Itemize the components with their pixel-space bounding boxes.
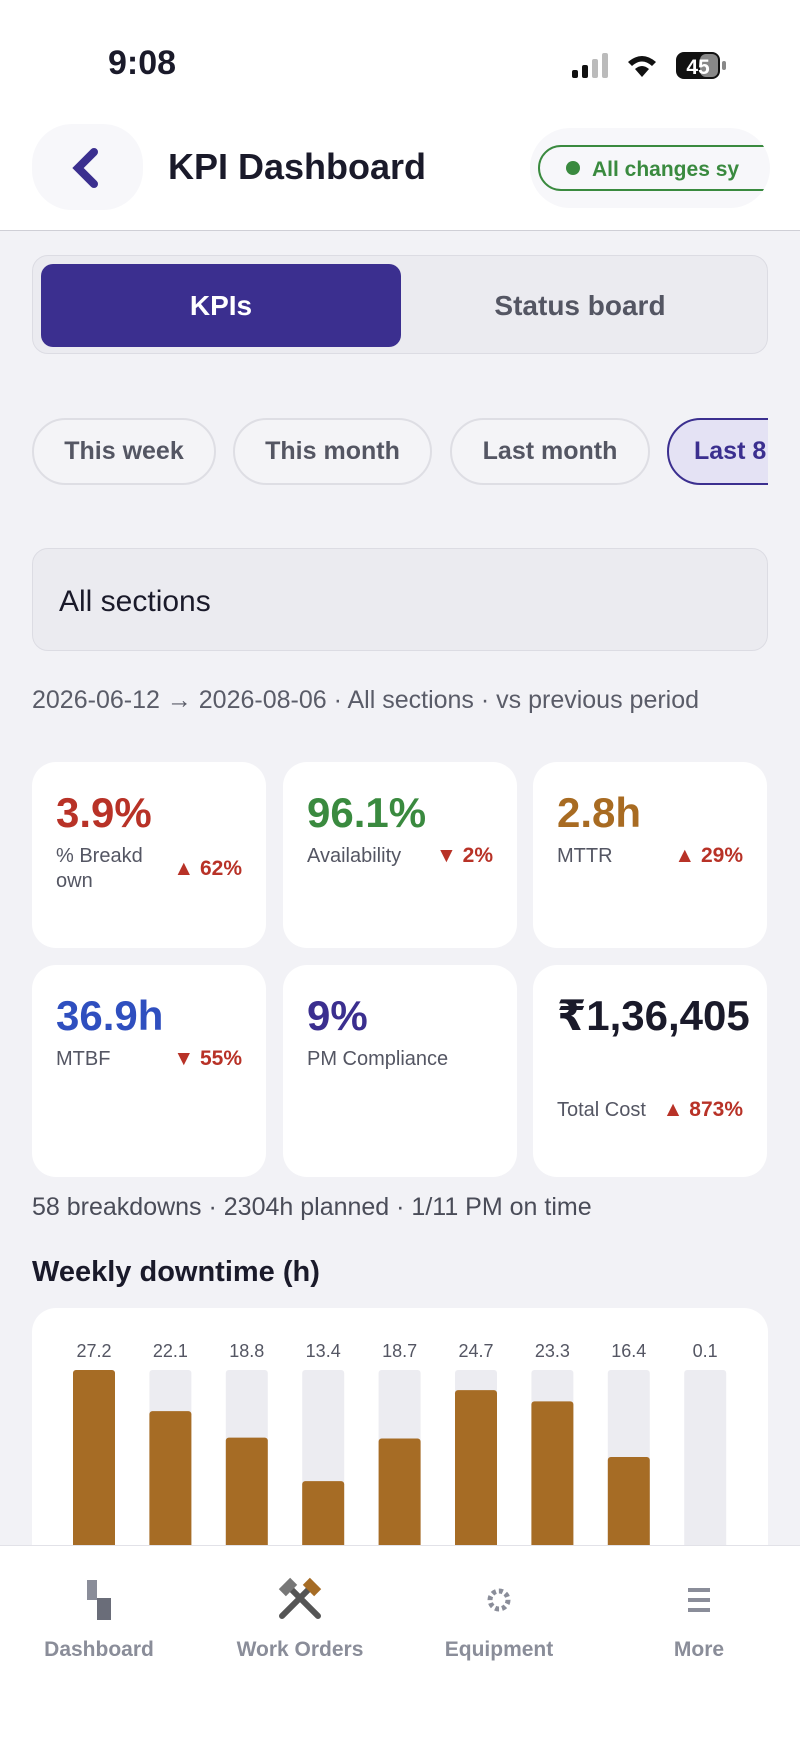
sync-wrap: All changes sy	[530, 128, 770, 208]
bar	[302, 1481, 345, 1545]
kpi-label: Total Cost	[557, 1099, 646, 1121]
nav-item[interactable]: More	[673, 1638, 725, 1661]
chip-active[interactable]: Last 8	[667, 418, 768, 485]
kpi-value: 2.8h	[557, 789, 642, 836]
chip[interactable]: Last month	[450, 418, 650, 485]
kpi-value: ₹1,36,405	[557, 992, 750, 1039]
kpi-value: 36.9h	[56, 992, 164, 1039]
kpi-value: 9%	[307, 992, 368, 1039]
header: 9:08 45 KPI Dashboard All changes sy	[0, 0, 800, 231]
section-select[interactable]: All sections	[32, 548, 768, 651]
kpi-card: 36.9h MTBF ▼ 55%	[32, 965, 266, 1177]
value-label: 22.1	[153, 1341, 188, 1361]
kpi-label: PM Compliance	[307, 1048, 449, 1070]
tab-status[interactable]: Status board	[494, 290, 666, 321]
kpi-value: 3.9%	[56, 789, 152, 836]
kpi-label: MTBF	[56, 1048, 111, 1070]
kpi-label: Availability	[307, 845, 402, 867]
nav-icons	[87, 1577, 710, 1620]
chart-title: Weekly downtime (h)	[32, 1256, 320, 1288]
period-text: 2026-06-12 → 2026-08-06 · All sections ·…	[32, 686, 700, 714]
chip[interactable]: This week	[32, 418, 216, 485]
bar	[455, 1390, 497, 1545]
clock: 9:08	[108, 44, 177, 82]
kpi-delta: ▲ 29%	[674, 844, 743, 867]
nav-item[interactable]: Equipment	[444, 1638, 554, 1661]
bar	[225, 1437, 268, 1545]
battery: 45	[686, 56, 710, 79]
kpi-card: 96.1% Availability ▼ 2%	[283, 762, 517, 948]
summary: 58 breakdowns · 2304h planned · 1/11 PM …	[32, 1193, 592, 1221]
bar-track	[684, 1370, 727, 1545]
value-label: 16.4	[611, 1341, 646, 1361]
nav-item[interactable]: Dashboard	[44, 1638, 154, 1661]
value-label: 18.8	[229, 1341, 264, 1361]
value-label: 23.3	[535, 1341, 570, 1361]
back-button[interactable]	[32, 124, 143, 210]
value-label: 18.7	[382, 1341, 417, 1361]
kpi-label: MTTR	[557, 845, 613, 867]
kpi-card: ₹1,36,405 Total Cost ▲ 873%	[533, 965, 767, 1177]
kpi-card: 3.9% % Breakdown ▲ 62%	[32, 762, 266, 948]
kpi-delta: ▲ 873%	[662, 1098, 743, 1121]
bar	[531, 1401, 574, 1545]
nav-item[interactable]: Work Orders	[236, 1638, 364, 1661]
bar	[149, 1411, 192, 1545]
value-label: 13.4	[306, 1341, 341, 1361]
tab-bar: Dashboard Work Orders Equipment More	[0, 1545, 800, 1739]
sync-status: All changes sy	[538, 145, 770, 191]
bar	[378, 1438, 421, 1545]
tab-kpis[interactable]: KPIs	[41, 264, 401, 347]
kpi-card: 9% PM Compliance	[283, 965, 517, 1177]
kpi-delta: ▼ 2%	[436, 844, 493, 867]
bar	[73, 1370, 115, 1545]
status-icons: 45	[572, 52, 726, 79]
kpi-label: % Breakdown	[56, 845, 143, 892]
bar	[607, 1456, 650, 1545]
segmented-control: KPIs Status board	[32, 255, 768, 354]
chips: This week This month Last month Last 8	[32, 418, 768, 486]
kpi-value: 96.1%	[307, 789, 427, 836]
chart: 27.2 22.1 18.8 13.4 18.7 24.7 23.3 16.4 0.1	[73, 1341, 727, 1545]
chip[interactable]: This month	[233, 418, 432, 485]
kpi-card: 2.8h MTTR ▲ 29%	[533, 762, 767, 948]
value-label: 27.2	[76, 1341, 111, 1361]
page-title: KPI Dashboard	[168, 146, 427, 187]
kpi-delta: ▲ 62%	[173, 856, 242, 880]
value-label: 0.1	[693, 1341, 718, 1361]
value-label: 24.7	[458, 1341, 493, 1361]
kpi-delta: ▼ 55%	[173, 1047, 242, 1070]
